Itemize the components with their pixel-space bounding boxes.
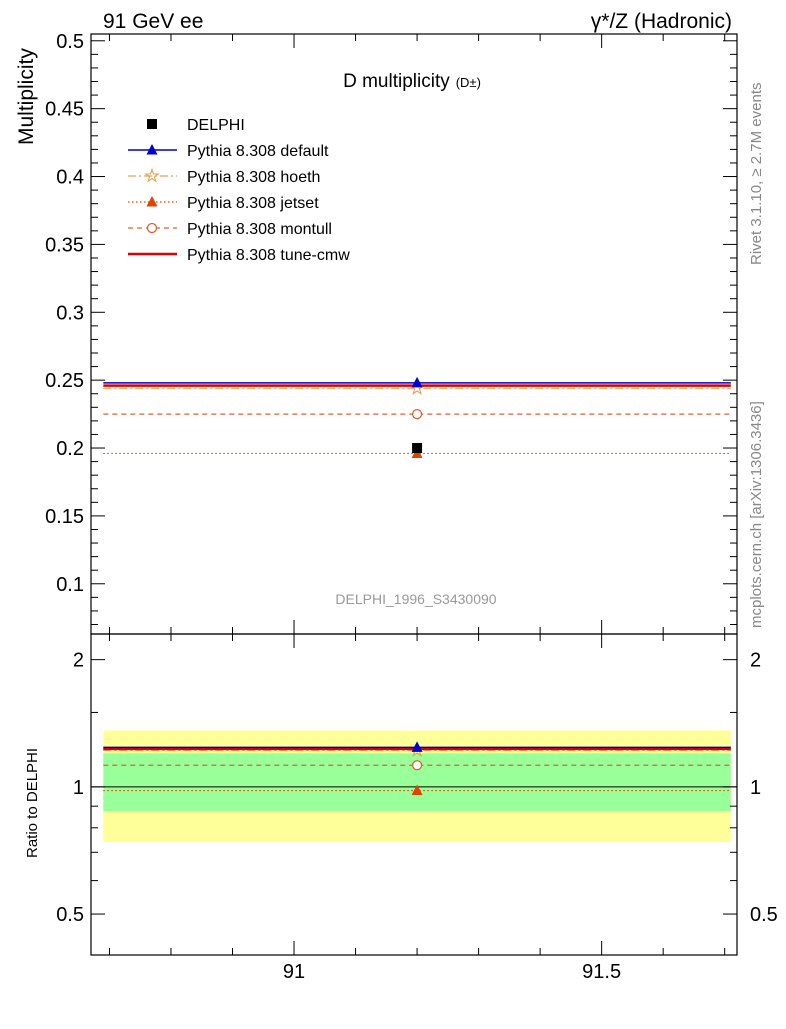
ratio-panel: 0.5 0.5 1 1 2 2 91 91.5 bbox=[56, 633, 778, 983]
plot-title: D multiplicity (D±) bbox=[343, 71, 481, 92]
ratio-ylabel: Ratio to DELPHI bbox=[24, 748, 41, 858]
legend-marker bbox=[147, 119, 157, 129]
series-marker-montull bbox=[411, 408, 423, 420]
main-ytick-label: 0.25 bbox=[45, 370, 84, 392]
main-ytick-label: 0.15 bbox=[45, 506, 84, 528]
legend: DELPHI Pythia 8.308 default Pythia 8.308 h… bbox=[128, 117, 350, 264]
xtick-label: 91.5 bbox=[582, 961, 621, 983]
data-point-delphi bbox=[412, 443, 423, 454]
main-ylabel: Multiplicity bbox=[15, 48, 38, 145]
ratio-ytick-label-right: 0.5 bbox=[750, 904, 778, 926]
legend-marker bbox=[146, 196, 158, 207]
legend-label: DELPHI bbox=[187, 117, 245, 134]
legend-label: Pythia 8.308 tune-cmw bbox=[187, 247, 350, 264]
main-ytick-label: 0.45 bbox=[45, 99, 84, 121]
plot-title-main: D multiplicity bbox=[343, 71, 450, 92]
series-marker-default bbox=[411, 376, 423, 388]
legend-label: Pythia 8.308 default bbox=[187, 143, 329, 160]
main-ytick-label: 0.2 bbox=[56, 438, 84, 460]
main-panel: 0.1 0.15 0.2 0.25 0.3 0.35 0.4 0.45 0.5 bbox=[45, 31, 738, 955]
legend-label: Pythia 8.308 hoeth bbox=[187, 169, 320, 186]
rivet-label: Rivet 3.1.10, ≥ 2.7M events bbox=[748, 83, 765, 266]
legend-label: Pythia 8.308 montull bbox=[187, 221, 332, 238]
ratio-ytick-label-left: 0.5 bbox=[56, 904, 84, 926]
main-ytick-label: 0.35 bbox=[45, 234, 84, 256]
ratio-ytick-label-right: 1 bbox=[750, 777, 761, 799]
main-ytick-label: 0.3 bbox=[56, 302, 84, 324]
legend-marker bbox=[146, 222, 158, 234]
ratio-ytick-label-left: 1 bbox=[73, 777, 84, 799]
xtick-label: 91 bbox=[283, 961, 305, 983]
mcplots-label: mcplots.cern.ch [arXiv:1306.3436] bbox=[748, 401, 765, 628]
analysis-watermark: DELPHI_1996_S3430090 bbox=[335, 591, 496, 607]
ratio-ytick-label-right: 2 bbox=[750, 650, 761, 672]
legend-label: Pythia 8.308 jetset bbox=[187, 195, 319, 212]
legend-marker bbox=[144, 167, 160, 183]
plot-title-suffix: (D±) bbox=[456, 75, 481, 90]
main-ytick-label: 0.4 bbox=[56, 167, 84, 189]
ratio-ytick-label-left: 2 bbox=[73, 650, 84, 672]
header-left: 91 GeV ee bbox=[103, 10, 203, 33]
main-ytick-label: 0.1 bbox=[56, 574, 84, 596]
main-ytick-label: 0.5 bbox=[56, 31, 84, 53]
header-right: γ*/Z (Hadronic) bbox=[591, 10, 732, 33]
legend-marker bbox=[146, 144, 158, 155]
ratio-marker-montull bbox=[411, 760, 423, 771]
ratio-marker-jetset bbox=[411, 784, 423, 796]
ratio-marker-default bbox=[411, 741, 423, 752]
ratio-frame bbox=[90, 633, 738, 956]
